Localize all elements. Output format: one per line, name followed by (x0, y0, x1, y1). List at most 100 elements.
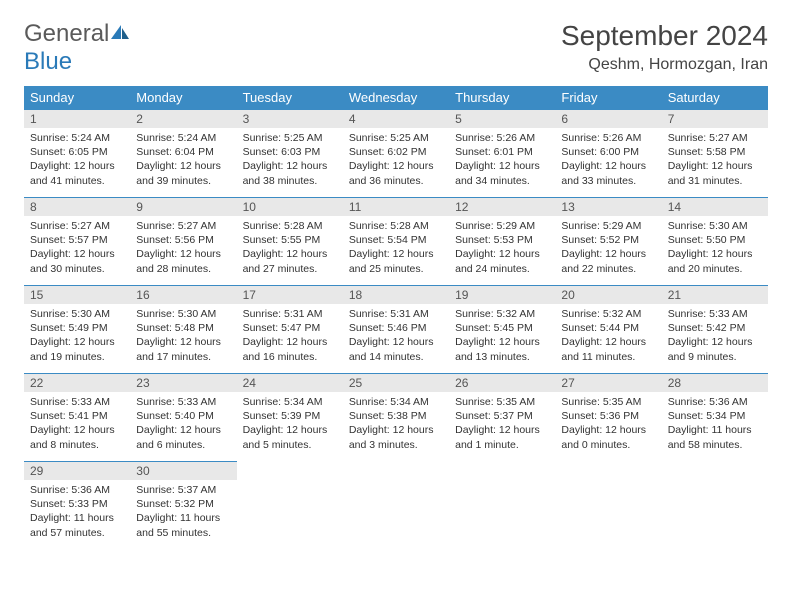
weekday-header: Friday (555, 86, 661, 110)
title-block: September 2024 Qeshm, Hormozgan, Iran (561, 20, 768, 74)
day-number: 15 (24, 286, 130, 304)
calendar-cell: 24Sunrise: 5:34 AMSunset: 5:39 PMDayligh… (237, 374, 343, 462)
calendar-cell: 26Sunrise: 5:35 AMSunset: 5:37 PMDayligh… (449, 374, 555, 462)
calendar-cell: 3Sunrise: 5:25 AMSunset: 6:03 PMDaylight… (237, 110, 343, 198)
calendar-cell: 14Sunrise: 5:30 AMSunset: 5:50 PMDayligh… (662, 198, 768, 286)
day-details: Sunrise: 5:33 AMSunset: 5:42 PMDaylight:… (662, 304, 768, 368)
calendar-cell: 20Sunrise: 5:32 AMSunset: 5:44 PMDayligh… (555, 286, 661, 374)
day-details: Sunrise: 5:24 AMSunset: 6:05 PMDaylight:… (24, 128, 130, 192)
calendar-cell: 12Sunrise: 5:29 AMSunset: 5:53 PMDayligh… (449, 198, 555, 286)
page-title: September 2024 (561, 20, 768, 52)
day-number: 30 (130, 462, 236, 480)
calendar-head: SundayMondayTuesdayWednesdayThursdayFrid… (24, 86, 768, 110)
day-details: Sunrise: 5:36 AMSunset: 5:34 PMDaylight:… (662, 392, 768, 456)
day-number: 26 (449, 374, 555, 392)
calendar-cell: 18Sunrise: 5:31 AMSunset: 5:46 PMDayligh… (343, 286, 449, 374)
day-number: 10 (237, 198, 343, 216)
day-details: Sunrise: 5:29 AMSunset: 5:52 PMDaylight:… (555, 216, 661, 280)
weekday-header: Wednesday (343, 86, 449, 110)
day-details: Sunrise: 5:35 AMSunset: 5:36 PMDaylight:… (555, 392, 661, 456)
calendar-cell: 6Sunrise: 5:26 AMSunset: 6:00 PMDaylight… (555, 110, 661, 198)
weekday-header: Saturday (662, 86, 768, 110)
day-number: 9 (130, 198, 236, 216)
day-number: 22 (24, 374, 130, 392)
calendar-table: SundayMondayTuesdayWednesdayThursdayFrid… (24, 86, 768, 550)
day-number: 19 (449, 286, 555, 304)
day-details: Sunrise: 5:27 AMSunset: 5:58 PMDaylight:… (662, 128, 768, 192)
calendar-cell: 13Sunrise: 5:29 AMSunset: 5:52 PMDayligh… (555, 198, 661, 286)
day-number: 1 (24, 110, 130, 128)
header: General Blue September 2024 Qeshm, Hormo… (24, 20, 768, 76)
day-number: 17 (237, 286, 343, 304)
day-details: Sunrise: 5:26 AMSunset: 6:00 PMDaylight:… (555, 128, 661, 192)
day-number: 27 (555, 374, 661, 392)
day-details: Sunrise: 5:28 AMSunset: 5:55 PMDaylight:… (237, 216, 343, 280)
day-details: Sunrise: 5:31 AMSunset: 5:46 PMDaylight:… (343, 304, 449, 368)
weekday-header: Sunday (24, 86, 130, 110)
calendar-cell (555, 462, 661, 550)
calendar-body: 1Sunrise: 5:24 AMSunset: 6:05 PMDaylight… (24, 110, 768, 550)
day-details: Sunrise: 5:31 AMSunset: 5:47 PMDaylight:… (237, 304, 343, 368)
calendar-cell: 5Sunrise: 5:26 AMSunset: 6:01 PMDaylight… (449, 110, 555, 198)
day-details: Sunrise: 5:35 AMSunset: 5:37 PMDaylight:… (449, 392, 555, 456)
day-number: 20 (555, 286, 661, 304)
day-number: 3 (237, 110, 343, 128)
day-number: 28 (662, 374, 768, 392)
day-details: Sunrise: 5:24 AMSunset: 6:04 PMDaylight:… (130, 128, 236, 192)
calendar-cell: 27Sunrise: 5:35 AMSunset: 5:36 PMDayligh… (555, 374, 661, 462)
calendar-cell: 8Sunrise: 5:27 AMSunset: 5:57 PMDaylight… (24, 198, 130, 286)
day-number: 4 (343, 110, 449, 128)
calendar-cell (449, 462, 555, 550)
calendar-cell: 9Sunrise: 5:27 AMSunset: 5:56 PMDaylight… (130, 198, 236, 286)
calendar-cell: 22Sunrise: 5:33 AMSunset: 5:41 PMDayligh… (24, 374, 130, 462)
calendar-cell (237, 462, 343, 550)
day-number: 13 (555, 198, 661, 216)
day-details: Sunrise: 5:30 AMSunset: 5:48 PMDaylight:… (130, 304, 236, 368)
day-details: Sunrise: 5:37 AMSunset: 5:32 PMDaylight:… (130, 480, 236, 544)
day-details: Sunrise: 5:30 AMSunset: 5:50 PMDaylight:… (662, 216, 768, 280)
day-details: Sunrise: 5:32 AMSunset: 5:45 PMDaylight:… (449, 304, 555, 368)
day-number: 2 (130, 110, 236, 128)
day-number: 5 (449, 110, 555, 128)
day-number: 21 (662, 286, 768, 304)
day-details: Sunrise: 5:36 AMSunset: 5:33 PMDaylight:… (24, 480, 130, 544)
calendar-cell: 29Sunrise: 5:36 AMSunset: 5:33 PMDayligh… (24, 462, 130, 550)
weekday-header: Thursday (449, 86, 555, 110)
day-number: 25 (343, 374, 449, 392)
calendar-cell (343, 462, 449, 550)
calendar-cell: 11Sunrise: 5:28 AMSunset: 5:54 PMDayligh… (343, 198, 449, 286)
day-details: Sunrise: 5:33 AMSunset: 5:41 PMDaylight:… (24, 392, 130, 456)
day-details: Sunrise: 5:30 AMSunset: 5:49 PMDaylight:… (24, 304, 130, 368)
calendar-cell: 28Sunrise: 5:36 AMSunset: 5:34 PMDayligh… (662, 374, 768, 462)
logo-sail-icon (109, 23, 131, 41)
day-number: 7 (662, 110, 768, 128)
calendar-cell: 30Sunrise: 5:37 AMSunset: 5:32 PMDayligh… (130, 462, 236, 550)
day-details: Sunrise: 5:25 AMSunset: 6:03 PMDaylight:… (237, 128, 343, 192)
calendar-cell: 23Sunrise: 5:33 AMSunset: 5:40 PMDayligh… (130, 374, 236, 462)
day-number: 11 (343, 198, 449, 216)
weekday-header: Tuesday (237, 86, 343, 110)
calendar-cell (662, 462, 768, 550)
logo-text: General Blue (24, 20, 131, 76)
day-number: 6 (555, 110, 661, 128)
calendar-cell: 1Sunrise: 5:24 AMSunset: 6:05 PMDaylight… (24, 110, 130, 198)
day-number: 23 (130, 374, 236, 392)
day-details: Sunrise: 5:27 AMSunset: 5:56 PMDaylight:… (130, 216, 236, 280)
calendar-cell: 10Sunrise: 5:28 AMSunset: 5:55 PMDayligh… (237, 198, 343, 286)
calendar-cell: 15Sunrise: 5:30 AMSunset: 5:49 PMDayligh… (24, 286, 130, 374)
day-number: 29 (24, 462, 130, 480)
logo-general: General (24, 20, 109, 47)
day-number: 12 (449, 198, 555, 216)
day-details: Sunrise: 5:27 AMSunset: 5:57 PMDaylight:… (24, 216, 130, 280)
day-details: Sunrise: 5:28 AMSunset: 5:54 PMDaylight:… (343, 216, 449, 280)
day-details: Sunrise: 5:34 AMSunset: 5:38 PMDaylight:… (343, 392, 449, 456)
day-details: Sunrise: 5:33 AMSunset: 5:40 PMDaylight:… (130, 392, 236, 456)
day-number: 18 (343, 286, 449, 304)
calendar-cell: 2Sunrise: 5:24 AMSunset: 6:04 PMDaylight… (130, 110, 236, 198)
weekday-header: Monday (130, 86, 236, 110)
day-details: Sunrise: 5:26 AMSunset: 6:01 PMDaylight:… (449, 128, 555, 192)
day-details: Sunrise: 5:32 AMSunset: 5:44 PMDaylight:… (555, 304, 661, 368)
day-details: Sunrise: 5:29 AMSunset: 5:53 PMDaylight:… (449, 216, 555, 280)
calendar-cell: 25Sunrise: 5:34 AMSunset: 5:38 PMDayligh… (343, 374, 449, 462)
calendar-cell: 17Sunrise: 5:31 AMSunset: 5:47 PMDayligh… (237, 286, 343, 374)
